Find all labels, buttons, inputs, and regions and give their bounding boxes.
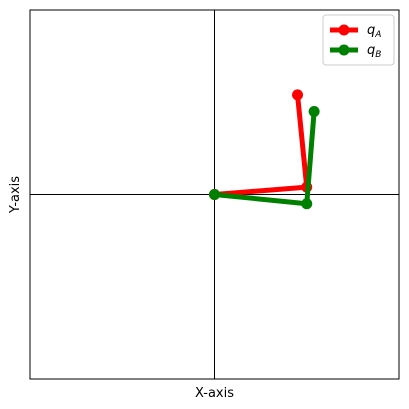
legend-label: qB bbox=[367, 43, 381, 60]
legend-swatch-marker bbox=[338, 44, 350, 56]
legend-box bbox=[322, 14, 395, 66]
legend: qA qB bbox=[322, 14, 395, 66]
series-layer bbox=[209, 89, 320, 210]
data-point bbox=[308, 105, 320, 117]
series-q-b bbox=[209, 105, 320, 210]
data-point bbox=[209, 189, 220, 200]
legend-label: qA bbox=[367, 23, 381, 40]
y-axis-label: Y-axis bbox=[8, 176, 23, 214]
plot-frame bbox=[29, 9, 400, 380]
x-axis-label: X-axis bbox=[195, 386, 234, 401]
data-point bbox=[301, 198, 313, 210]
legend-swatch-marker bbox=[338, 24, 350, 36]
data-point bbox=[292, 89, 304, 101]
